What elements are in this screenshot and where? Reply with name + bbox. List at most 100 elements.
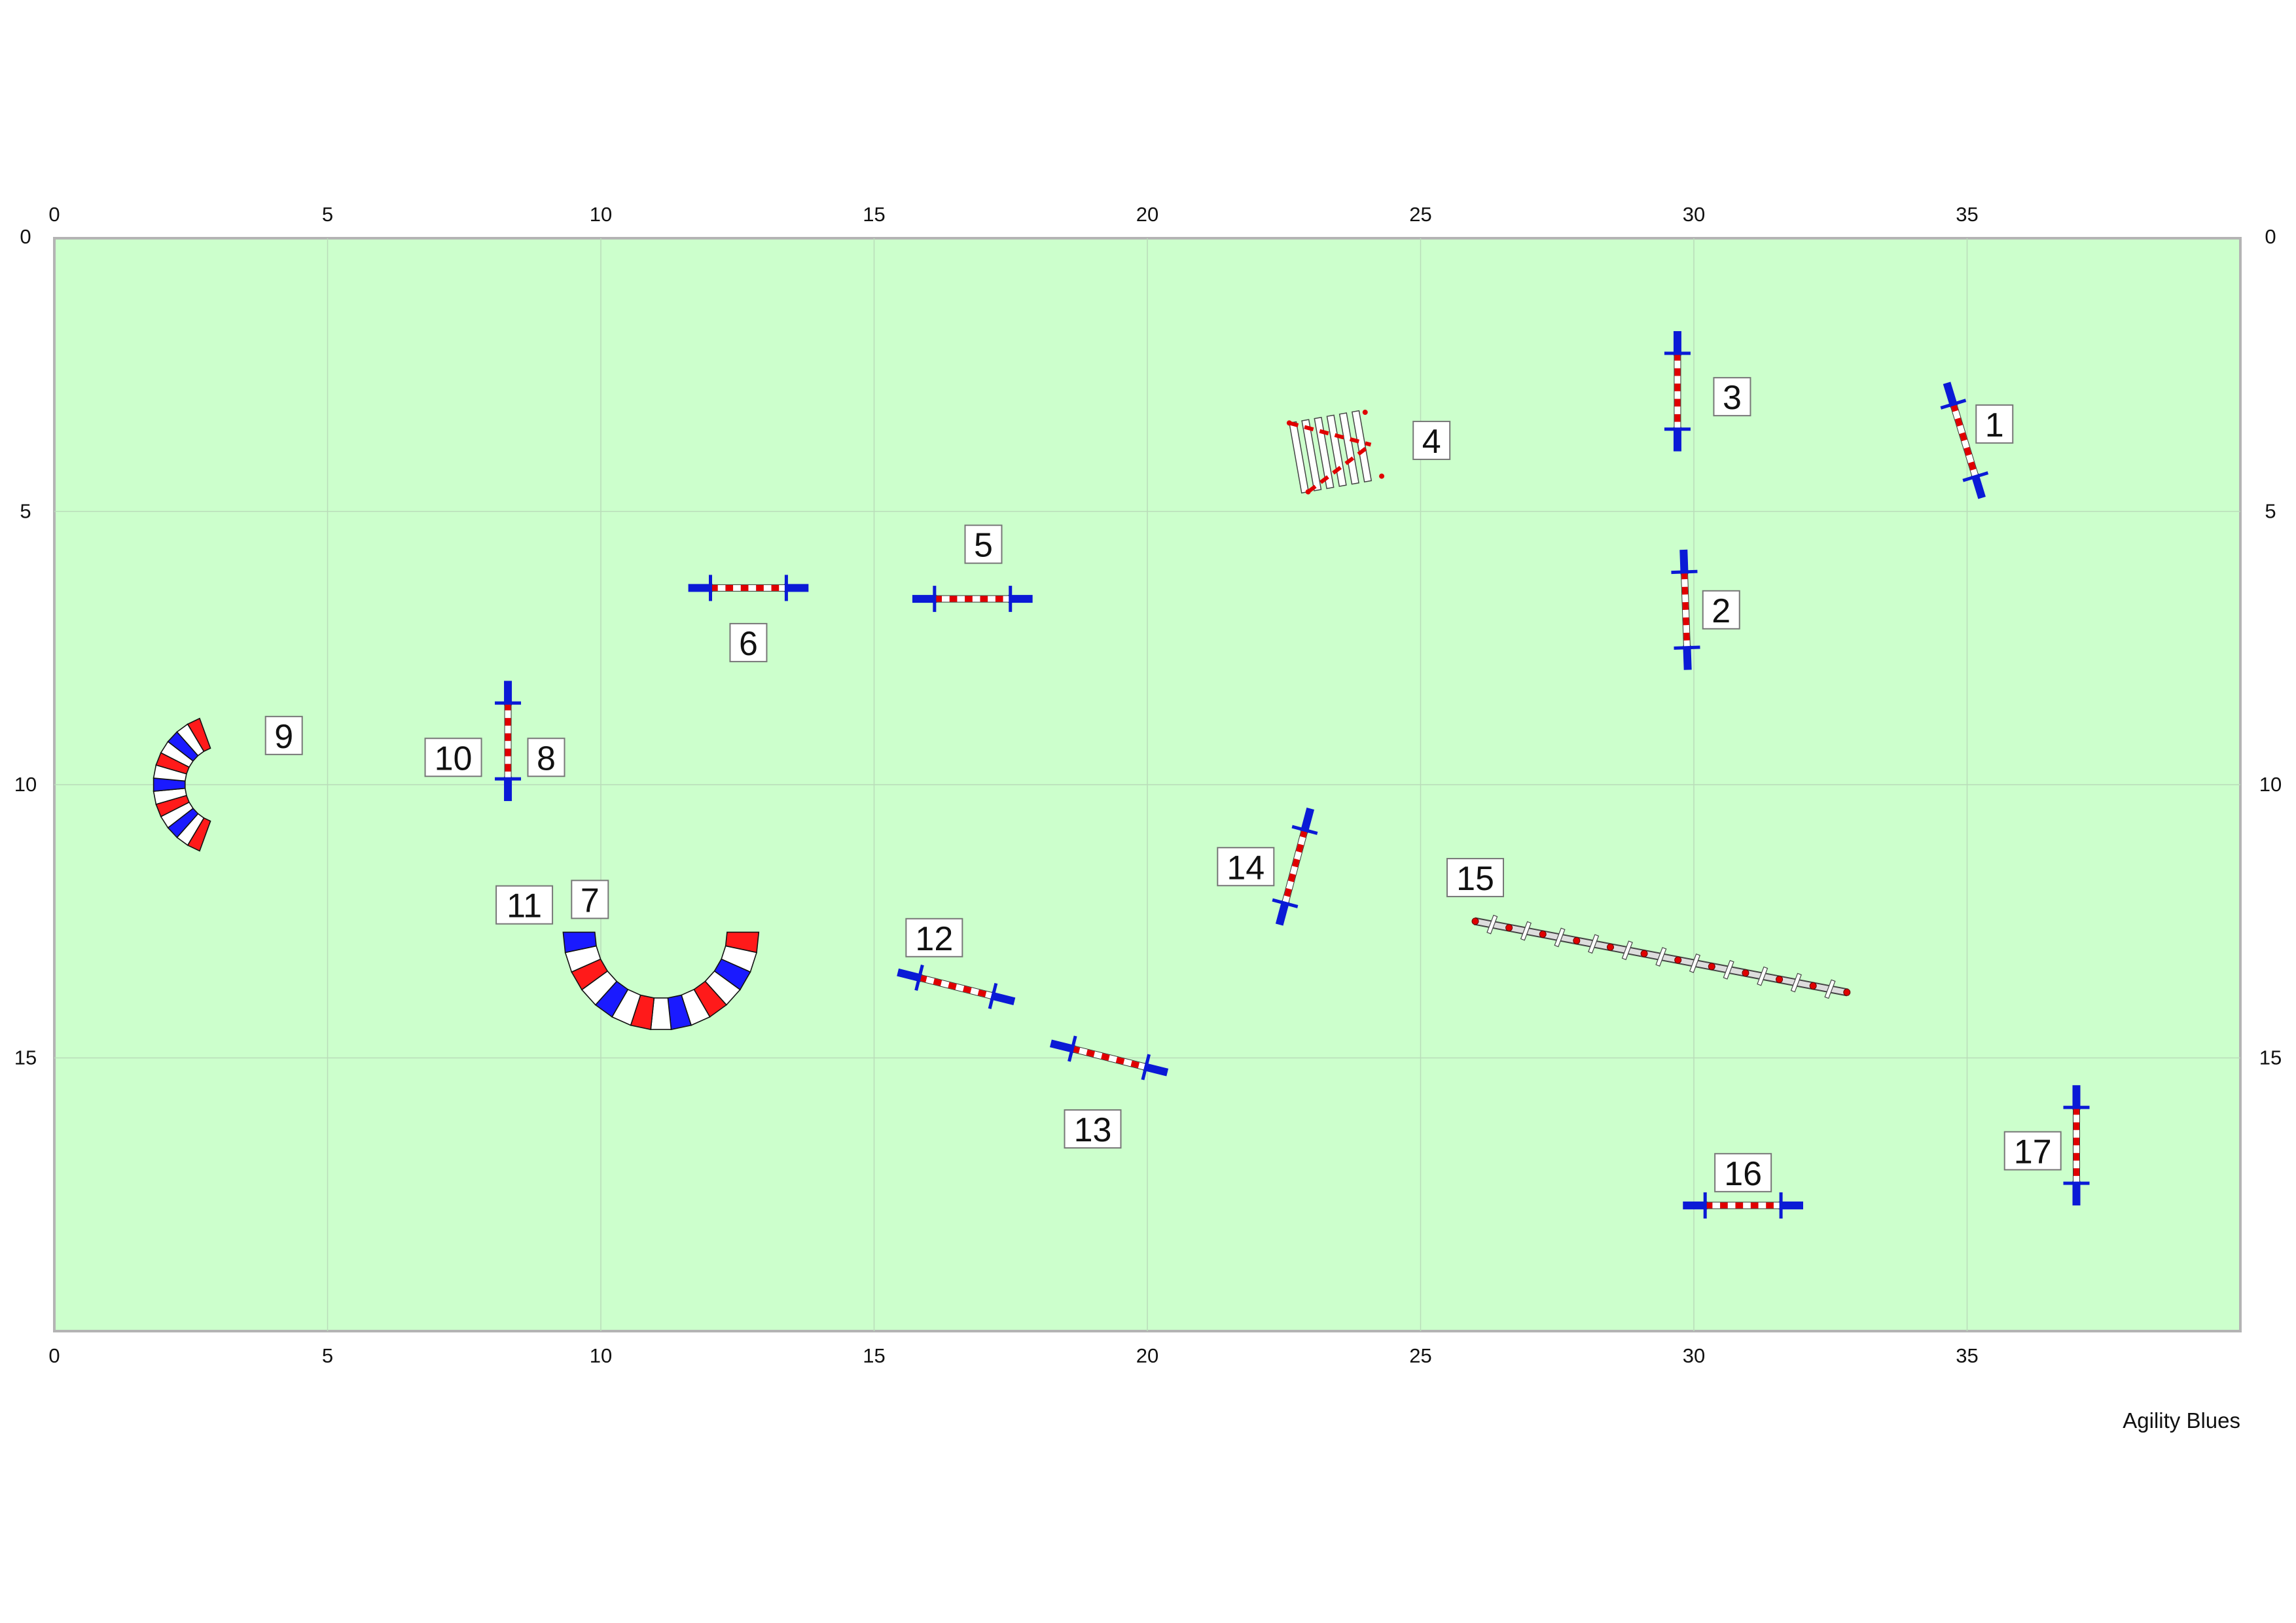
jump-wing <box>1673 427 1681 452</box>
x-tick-label-top: 5 <box>322 203 333 226</box>
dogwalk-slat <box>1742 969 1749 977</box>
x-tick-label-bottom: 30 <box>1683 1344 1705 1367</box>
number-label: 14 <box>1227 849 1265 887</box>
jump-post <box>1703 1192 1707 1219</box>
jump-bar-stripe <box>1674 368 1681 376</box>
obstacle-number: 4 <box>1412 420 1451 461</box>
jump-wing <box>897 968 923 982</box>
jump-post <box>2063 1105 2090 1109</box>
jump-wing <box>1049 1039 1076 1054</box>
jump-post <box>495 701 522 705</box>
jump-bar-stripe <box>2073 1168 2079 1176</box>
jump-bar-stripe <box>1964 446 1972 456</box>
jump-post <box>1141 1054 1151 1080</box>
jump-bar-stripe <box>995 596 1003 602</box>
number-label: 7 <box>581 882 600 919</box>
dogwalk-leg <box>1486 914 1498 935</box>
number-label: 13 <box>1074 1111 1112 1149</box>
jump-bar-stripe <box>1682 601 1689 610</box>
number-box <box>1714 1152 1772 1192</box>
spread-jump <box>1286 409 1385 495</box>
jump-post <box>1664 351 1691 355</box>
obstacle-number: 15 <box>1446 857 1504 898</box>
jump-wing <box>783 584 809 592</box>
obstacle-number: 13 <box>1064 1109 1122 1149</box>
jump-bar-stripe <box>1288 873 1296 882</box>
obstacle-number: 1 <box>1975 404 2014 444</box>
jump-wing <box>1778 1201 1803 1209</box>
obstacle-number: 8 <box>527 738 565 777</box>
jump-bar-stripe <box>965 596 973 602</box>
number-label: 17 <box>2014 1133 2052 1171</box>
dogwalk-slat <box>1539 930 1547 938</box>
dogwalk-leg <box>1655 947 1667 967</box>
dogwalk-leg <box>1520 921 1532 941</box>
x-tick-label-bottom: 25 <box>1409 1344 1431 1367</box>
dogwalk-leg <box>1621 940 1633 961</box>
x-tick-label-bottom: 0 <box>48 1344 60 1367</box>
number-box <box>1975 404 2014 444</box>
number-label: 10 <box>435 740 473 777</box>
jump-wing <box>504 681 512 705</box>
x-tick-label-top: 30 <box>1683 203 1705 226</box>
jump-post <box>1779 1192 1783 1219</box>
jump-post <box>1674 645 1700 650</box>
obstacle-number: 7 <box>571 880 609 919</box>
jump-bar-stripe <box>505 748 511 757</box>
number-box <box>527 738 565 777</box>
jump-post <box>914 964 924 991</box>
number-label: 12 <box>915 920 953 958</box>
x-tick-label-bottom: 20 <box>1136 1344 1158 1367</box>
number-box <box>495 885 554 925</box>
jump-wing <box>1943 382 1958 408</box>
spread-plank <box>1326 414 1347 487</box>
jump-post <box>1962 471 1989 482</box>
jump-bar-stripe <box>505 733 511 741</box>
jump-bar-stripe <box>2073 1137 2079 1146</box>
jump-obstacle <box>688 575 809 601</box>
spread-bar <box>1306 443 1372 493</box>
spread-bar <box>1289 421 1372 447</box>
dogwalk-leg <box>1723 959 1734 980</box>
number-label: 1 <box>1985 406 2004 444</box>
obstacle-number: 10 <box>424 738 482 777</box>
y-tick-label-right: 0 <box>2265 225 2276 248</box>
number-box <box>1702 590 1740 630</box>
jump-bar-stripe <box>1115 1056 1125 1065</box>
x-tick-label-top: 10 <box>590 203 612 226</box>
number-box <box>264 715 303 755</box>
x-tick-label-bottom: 5 <box>322 1344 333 1367</box>
jump-obstacle <box>1671 549 1700 670</box>
jump-bar-stripe <box>1704 1202 1713 1209</box>
x-tick-label-top: 25 <box>1409 203 1431 226</box>
jump-bar-stripe <box>710 584 718 591</box>
obstacle-number: 9 <box>264 715 303 756</box>
obstacle-number: 12 <box>905 918 963 958</box>
jump-obstacle <box>1683 1192 1803 1219</box>
dogwalk-obstacle <box>1471 914 1851 999</box>
tunnel-segment <box>562 931 597 954</box>
number-box <box>729 622 768 662</box>
dogwalk-leg <box>1757 966 1768 986</box>
jump-bar-stripe <box>1292 858 1300 868</box>
jump-bar-stripe <box>1766 1202 1774 1209</box>
number-box <box>1217 847 1275 887</box>
jump-wing <box>1300 807 1315 834</box>
jump-wing <box>1008 595 1033 603</box>
jump-bar-stripe <box>948 982 957 990</box>
dogwalk-leg <box>1689 953 1701 973</box>
spread-post <box>1286 420 1292 426</box>
jump-wing <box>504 776 512 802</box>
number-box <box>571 880 609 919</box>
tunnel-segment <box>187 717 211 753</box>
x-tick-label-bottom: 15 <box>863 1344 885 1367</box>
jump-bar-stripe <box>963 986 972 993</box>
jump-wing <box>1683 645 1692 670</box>
spread-plank <box>1351 410 1372 483</box>
dogwalk-slat <box>1809 982 1817 990</box>
y-tick-label-right: 10 <box>2259 773 2282 796</box>
number-box <box>905 918 963 957</box>
y-tick-label-left: 5 <box>20 500 31 523</box>
